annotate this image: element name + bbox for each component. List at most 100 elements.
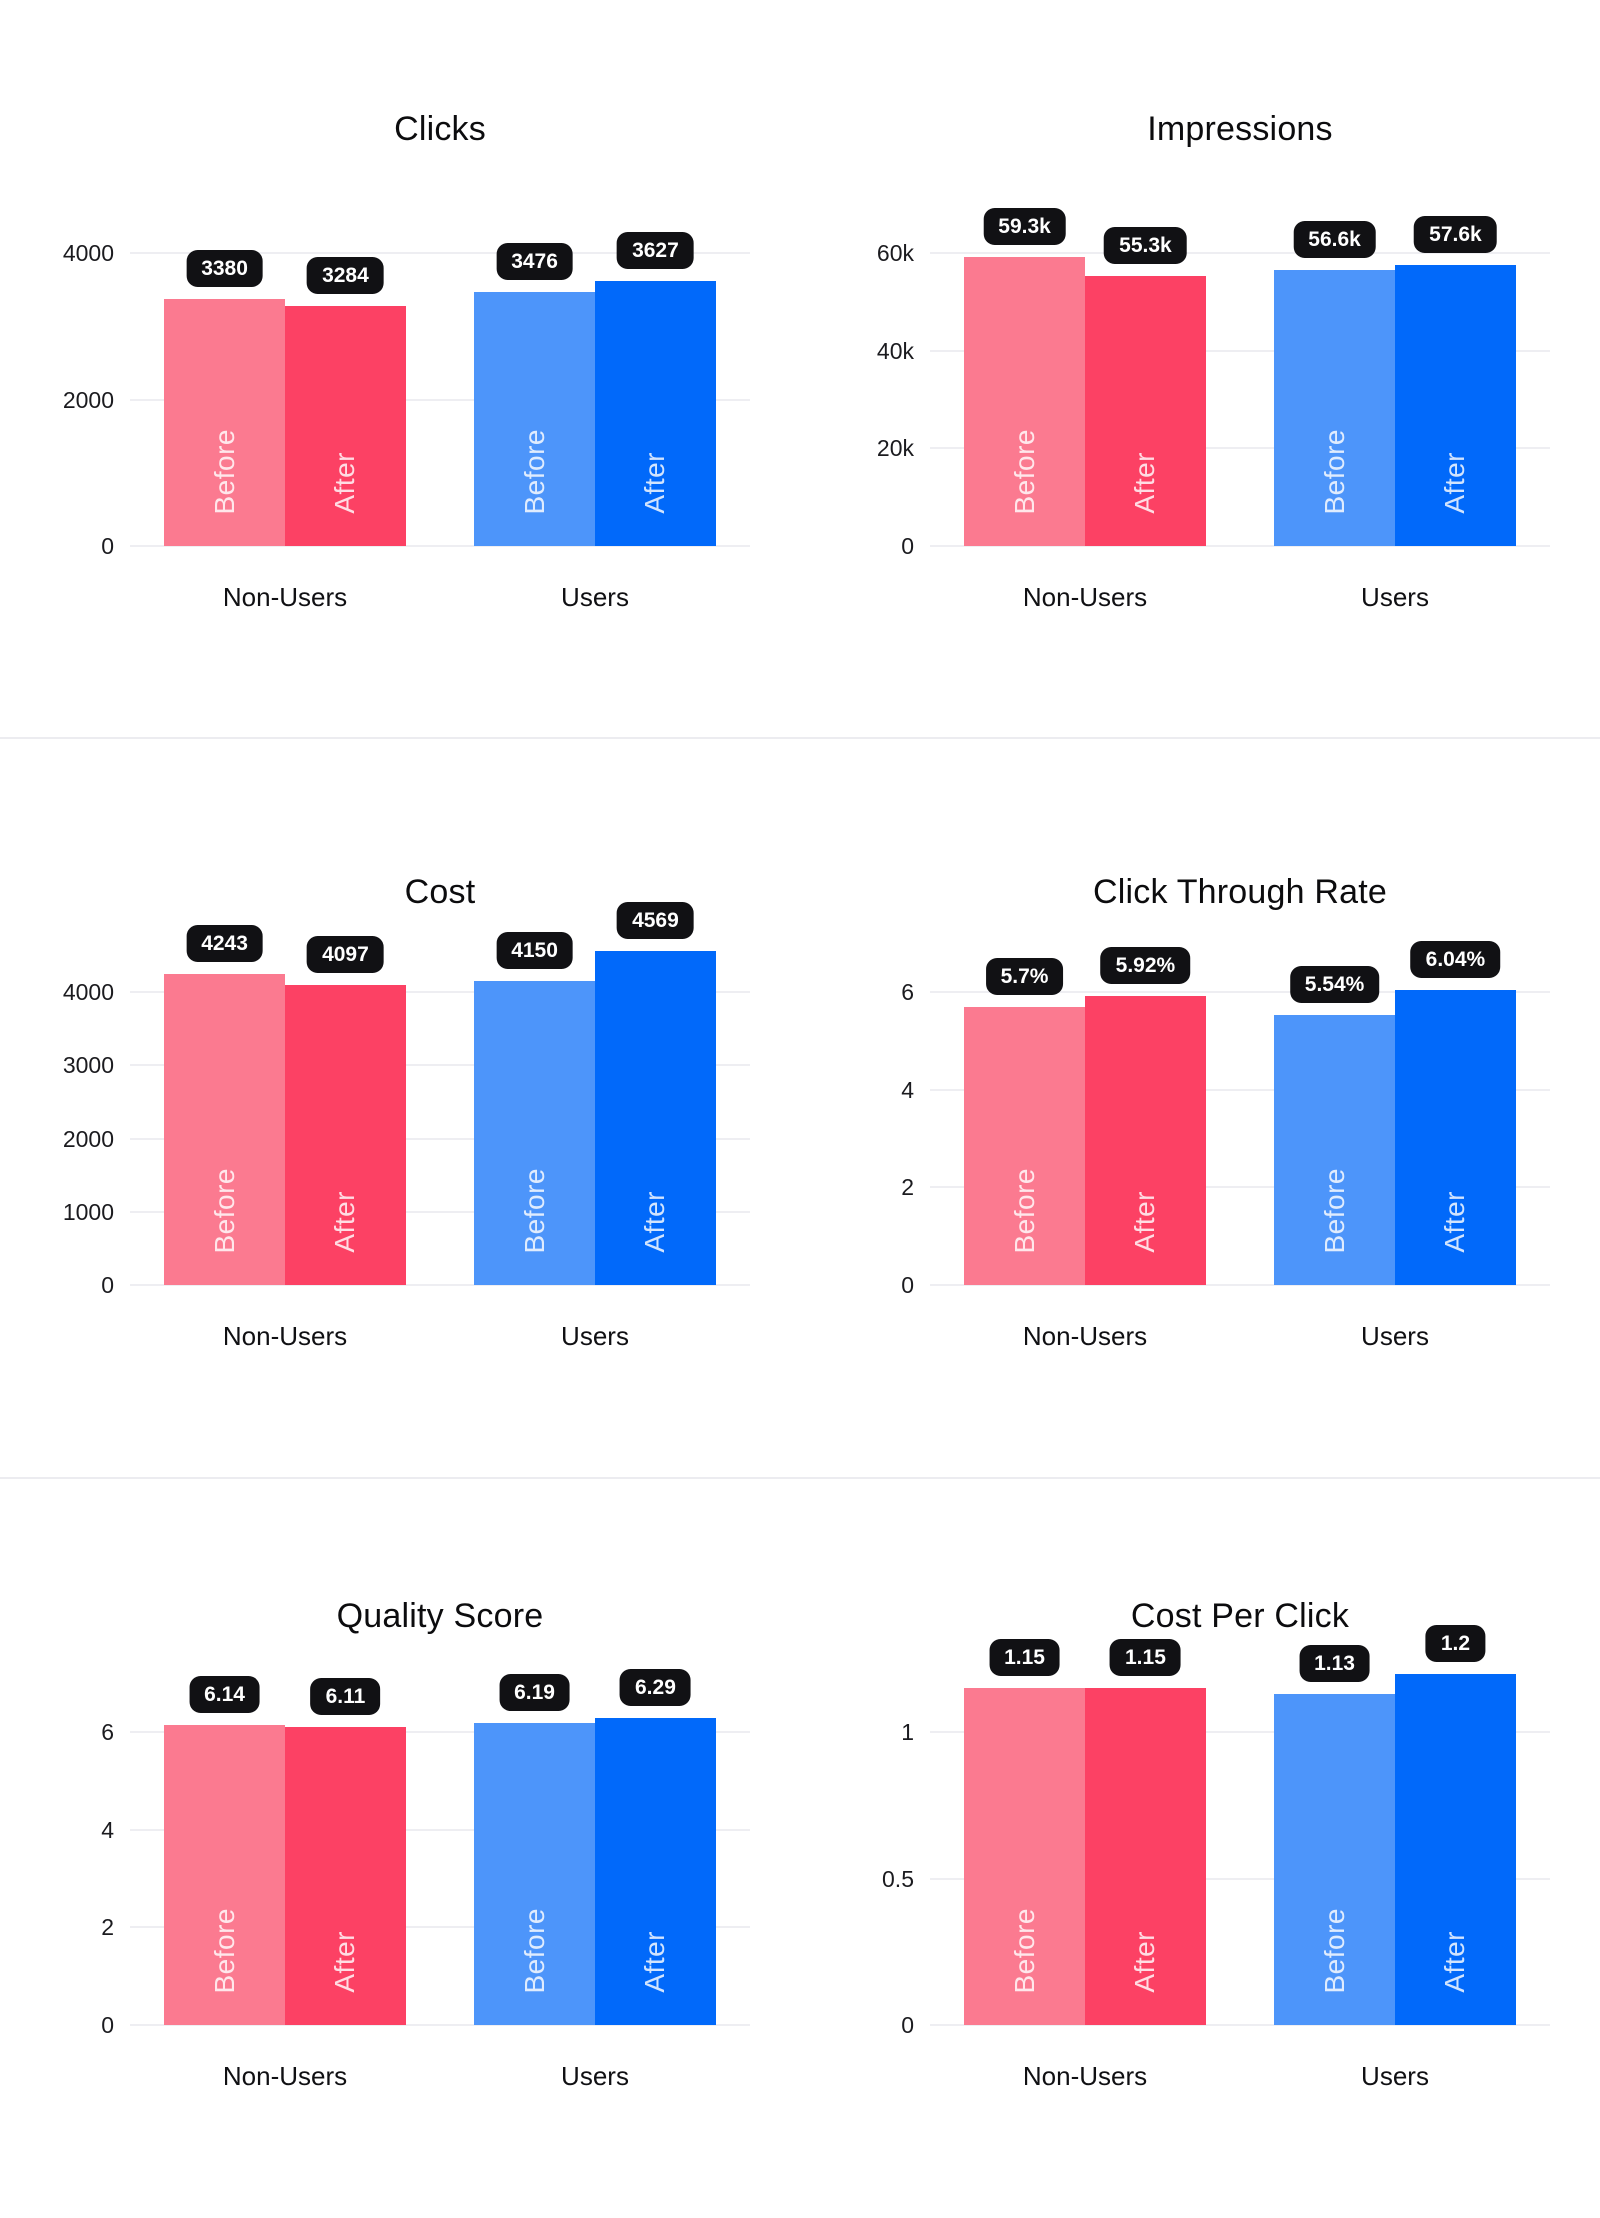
x-axis-labels: Non-Users Users [130, 1321, 750, 1355]
bar-series-label: Before [208, 1167, 240, 1254]
y-tick-label: 40k [876, 337, 914, 364]
bar-series-label-wrap: After [1085, 452, 1206, 514]
bar-series-label-wrap: After [285, 1191, 406, 1253]
bar-after-users: After [595, 280, 716, 546]
gridline-0 [930, 2024, 1550, 2026]
gridline-3000 [130, 1064, 750, 1067]
value-pill-before-users: 4150 [496, 932, 573, 970]
category-label-users: Users [1361, 2061, 1429, 2091]
value-pill-before-non-users: 1.15 [989, 1639, 1060, 1677]
y-tick-label: 60k [876, 240, 914, 267]
value-pill-before-non-users: 4243 [186, 925, 263, 963]
bar-series-label-wrap: After [1085, 1191, 1206, 1253]
value-pill-after-users: 6.04% [1410, 941, 1501, 979]
chart-cost: Cost 0 1000 2000 3000 4000 Before 4243 After 4097… [0, 737, 800, 1477]
bar-series-label-wrap: Before [164, 429, 285, 515]
y-tick-label: 1000 [62, 1198, 114, 1225]
bar-series-label: After [639, 452, 671, 514]
gridline-0 [930, 1284, 1550, 1286]
gridline-1000 [130, 1210, 750, 1213]
bar-series-label-wrap: Before [1274, 1908, 1395, 1994]
value-pill-after-non-users: 6.11 [310, 1677, 381, 1715]
value-pill-before-users: 3476 [496, 242, 573, 280]
bar-series-label-wrap: Before [964, 429, 1085, 515]
bar-series-label-wrap: Before [1274, 1168, 1395, 1254]
bar-series-label: After [1129, 1191, 1161, 1253]
value-pill-after-non-users: 1.15 [1110, 1639, 1181, 1677]
bar-series-label: After [329, 1191, 361, 1253]
bar-series-label-wrap: After [1395, 1191, 1516, 1253]
x-axis-labels: Non-Users Users [930, 1321, 1550, 1355]
y-tick-label: 2 [901, 1174, 914, 1201]
bar-after-users: After [1395, 264, 1516, 546]
gridline-4 [930, 1088, 1550, 1091]
gridline-6 [130, 1731, 750, 1734]
gridline-2000 [130, 398, 750, 401]
bar-series-label-wrap: Before [964, 1168, 1085, 1254]
bar-series-label: After [329, 1931, 361, 1993]
value-pill-after-users: 1.2 [1425, 1624, 1486, 1662]
bar-before-non-users: Before [164, 298, 285, 546]
bar-after-users: After [595, 950, 716, 1285]
x-axis-labels: Non-Users Users [130, 2061, 750, 2095]
gridline-0 [130, 545, 750, 547]
bar-series-label: Before [518, 1167, 550, 1254]
y-tick-label: 4 [901, 1076, 914, 1103]
bar-series-label-wrap: Before [164, 1168, 285, 1254]
y-tick-label: 0 [101, 533, 114, 559]
y-tick-label: 0 [901, 2012, 914, 2038]
plot-area: 0 2 4 6 Before 6.14 After 6.11 Before 6.19 After 6.… [101, 1659, 750, 2037]
chart-title: Cost Per Click [1130, 1597, 1350, 1635]
bar-series-label-wrap: Before [474, 429, 595, 515]
value-pill-after-non-users: 3284 [307, 256, 384, 294]
bar-series-label: Before [208, 428, 240, 515]
bar-after-non-users: After [285, 985, 406, 1285]
gridline-20k [930, 447, 1550, 450]
bar-series-label: Before [518, 428, 550, 515]
chart-clicks: Clicks 0 2000 4000 Before 3380 After 3284 Before… [0, 0, 800, 737]
bar-series-label-wrap: After [595, 1191, 716, 1253]
bar-series-label: After [329, 452, 361, 514]
category-label-non-users: Non-Users [1022, 1321, 1148, 1351]
value-pill-before-non-users: 6.14 [189, 1676, 260, 1714]
bar-before-non-users: Before [964, 1006, 1085, 1285]
bar-series-label: After [1439, 1931, 1471, 1993]
category-label-non-users: Non-Users [1022, 582, 1148, 612]
bar-series-label: Before [518, 1907, 550, 1994]
y-tick-label: 4 [101, 1816, 114, 1843]
bar-after-non-users: After [1085, 276, 1206, 546]
value-pill-before-users: 6.19 [499, 1673, 570, 1711]
bar-series-label-wrap: Before [474, 1908, 595, 1994]
gridline-0 [130, 1284, 750, 1286]
bar-before-users: Before [474, 1722, 595, 2025]
plot-area: 0 2 4 6 Before 5.7% After 5.92% Before 5.54% After… [901, 919, 1550, 1297]
x-axis-labels: Non-Users Users [130, 582, 750, 616]
y-tick-label: 0 [901, 1272, 914, 1298]
gridline-0 [130, 2024, 750, 2026]
value-pill-before-users: 56.6k [1293, 220, 1376, 258]
category-label-non-users: Non-Users [222, 1321, 348, 1351]
plot-area: 0 0.5 1 Before 1.15 After 1.15 Before 1.13 After 1… [882, 1624, 1550, 2037]
y-tick-label: 0 [901, 533, 914, 559]
value-pill-before-users: 5.54% [1289, 965, 1380, 1003]
bar-series-label: After [1439, 1191, 1471, 1253]
chart-title: Click Through Rate [1093, 873, 1387, 911]
chart-title: Quality Score [336, 1597, 544, 1635]
bar-series-label: Before [1318, 1907, 1350, 1994]
gridline-2000 [130, 1137, 750, 1140]
value-pill-before-non-users: 3380 [186, 249, 263, 287]
y-tick-label: 0.5 [882, 1865, 914, 1892]
value-pill-after-users: 3627 [617, 231, 694, 269]
x-axis-labels: Non-Users Users [930, 582, 1550, 616]
gridline-0.5 [930, 1877, 1550, 1880]
bar-series-label: After [1129, 452, 1161, 514]
bar-series-label-wrap: After [285, 1931, 406, 1993]
value-pill-before-non-users: 5.7% [985, 957, 1064, 995]
bar-series-label: After [1129, 1931, 1161, 1993]
chart-title: Cost [404, 873, 476, 911]
gridline-4000 [130, 991, 750, 994]
bar-series-label: Before [1318, 428, 1350, 515]
bar-series-label-wrap: After [595, 1931, 716, 1993]
chart-title: Clicks [394, 110, 486, 148]
